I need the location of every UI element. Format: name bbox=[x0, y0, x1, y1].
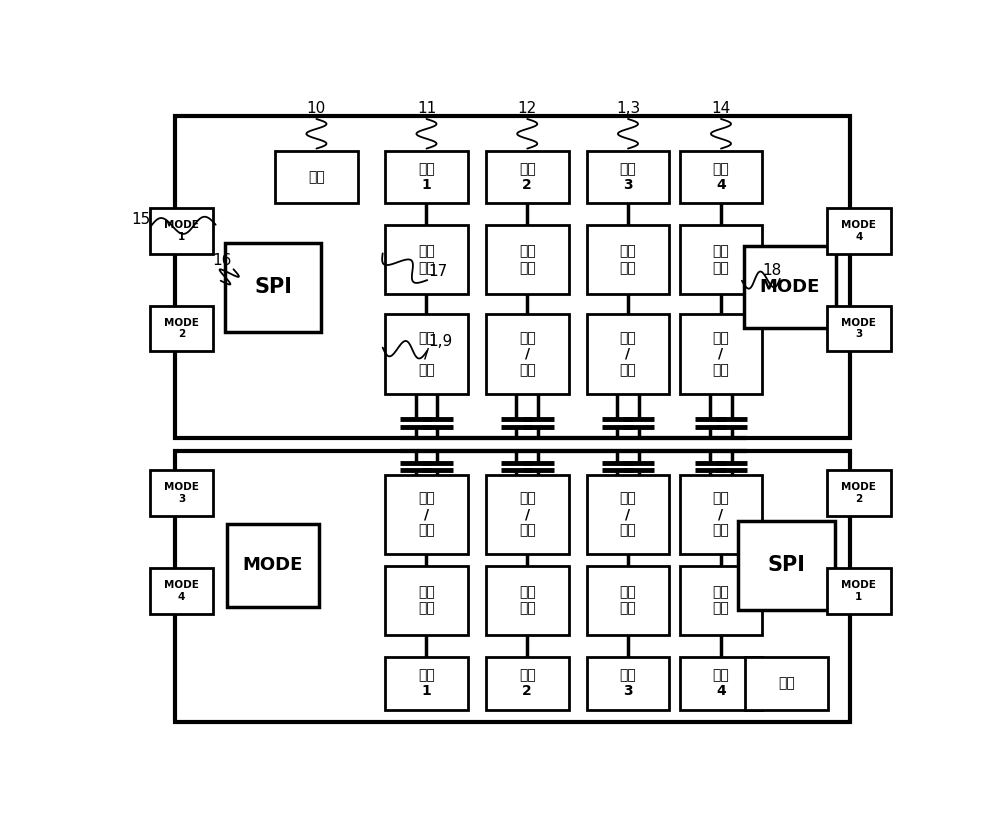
Text: SPI: SPI bbox=[768, 556, 806, 576]
Bar bbox=[738, 521, 835, 610]
Bar bbox=[385, 151, 468, 203]
Bar bbox=[587, 151, 669, 203]
Text: 输出
驱动: 输出 驱动 bbox=[418, 586, 435, 615]
Text: 11: 11 bbox=[417, 101, 436, 116]
Text: 通道
1: 通道 1 bbox=[418, 162, 435, 192]
Bar bbox=[486, 475, 569, 554]
Text: MODE
3: MODE 3 bbox=[841, 318, 876, 339]
Bar bbox=[385, 314, 468, 394]
Text: 1,3: 1,3 bbox=[616, 101, 640, 116]
Bar bbox=[150, 470, 213, 516]
Bar bbox=[827, 568, 891, 614]
Bar bbox=[745, 657, 828, 710]
Bar bbox=[275, 151, 358, 203]
Text: 发送
/
接收: 发送 / 接收 bbox=[418, 491, 435, 538]
Bar bbox=[587, 225, 669, 294]
Bar bbox=[175, 117, 850, 438]
Bar bbox=[587, 566, 669, 635]
Text: 接收
/
发送: 接收 / 发送 bbox=[713, 331, 729, 377]
Text: 使能: 使能 bbox=[778, 676, 795, 691]
Bar bbox=[587, 314, 669, 394]
Text: 接收
/
发送: 接收 / 发送 bbox=[620, 331, 636, 377]
Bar bbox=[225, 242, 321, 332]
Text: MODE
4: MODE 4 bbox=[841, 220, 876, 241]
Text: 通道
1: 通道 1 bbox=[418, 668, 435, 698]
Text: 发送
/
接收: 发送 / 接收 bbox=[519, 491, 536, 538]
Bar bbox=[827, 470, 891, 516]
Text: 使能: 使能 bbox=[308, 170, 325, 184]
Text: 输出
驱动: 输出 驱动 bbox=[713, 245, 729, 275]
Text: 通道
4: 通道 4 bbox=[713, 668, 729, 698]
Text: 16: 16 bbox=[212, 253, 232, 268]
Text: 12: 12 bbox=[518, 101, 537, 116]
Text: MODE: MODE bbox=[760, 278, 820, 296]
Bar bbox=[680, 657, 762, 710]
Text: 输出
驱动: 输出 驱动 bbox=[418, 245, 435, 275]
Bar bbox=[486, 566, 569, 635]
Bar bbox=[385, 475, 468, 554]
Bar bbox=[827, 305, 891, 351]
Bar bbox=[486, 151, 569, 203]
Bar bbox=[385, 657, 468, 710]
Text: SPI: SPI bbox=[254, 277, 292, 297]
Text: MODE
2: MODE 2 bbox=[841, 482, 876, 504]
Bar bbox=[486, 657, 569, 710]
Bar bbox=[680, 151, 762, 203]
Text: 输出
驱动: 输出 驱动 bbox=[519, 245, 536, 275]
Text: 14: 14 bbox=[711, 101, 731, 116]
Bar bbox=[150, 208, 213, 254]
Text: MODE: MODE bbox=[243, 557, 303, 575]
Bar bbox=[680, 314, 762, 394]
Bar bbox=[385, 225, 468, 294]
Text: MODE
1: MODE 1 bbox=[164, 220, 199, 241]
Text: 10: 10 bbox=[307, 101, 326, 116]
Bar bbox=[150, 568, 213, 614]
Text: 输出
驱动: 输出 驱动 bbox=[713, 586, 729, 615]
Bar bbox=[680, 475, 762, 554]
Text: MODE
4: MODE 4 bbox=[164, 580, 199, 601]
Text: 17: 17 bbox=[429, 264, 448, 279]
Text: 15: 15 bbox=[131, 212, 150, 227]
Text: 接收
/
发送: 接收 / 发送 bbox=[519, 331, 536, 377]
Bar bbox=[150, 305, 213, 351]
Text: 通道
4: 通道 4 bbox=[713, 162, 729, 192]
Text: 发送
/
接收: 发送 / 接收 bbox=[620, 491, 636, 538]
Bar bbox=[587, 657, 669, 710]
Text: 18: 18 bbox=[763, 262, 782, 278]
Bar bbox=[680, 225, 762, 294]
Text: 通道
3: 通道 3 bbox=[620, 162, 636, 192]
Bar bbox=[227, 524, 319, 607]
Text: 输出
驱动: 输出 驱动 bbox=[620, 245, 636, 275]
Bar bbox=[827, 208, 891, 254]
Bar bbox=[680, 566, 762, 635]
Bar bbox=[744, 246, 836, 328]
Text: MODE
2: MODE 2 bbox=[164, 318, 199, 339]
Text: 输出
驱动: 输出 驱动 bbox=[620, 586, 636, 615]
Text: MODE
1: MODE 1 bbox=[841, 580, 876, 601]
Text: 输出
驱动: 输出 驱动 bbox=[519, 586, 536, 615]
Bar bbox=[486, 225, 569, 294]
Text: 1,9: 1,9 bbox=[429, 334, 453, 350]
Text: 通道
3: 通道 3 bbox=[620, 668, 636, 698]
Text: MODE
3: MODE 3 bbox=[164, 482, 199, 504]
Text: 发送
/
接收: 发送 / 接收 bbox=[713, 491, 729, 538]
Bar bbox=[385, 566, 468, 635]
Text: 接收
/
发送: 接收 / 发送 bbox=[418, 331, 435, 377]
Bar bbox=[587, 475, 669, 554]
Bar bbox=[175, 452, 850, 722]
Text: 通道
2: 通道 2 bbox=[519, 668, 536, 698]
Bar bbox=[486, 314, 569, 394]
Text: 通道
2: 通道 2 bbox=[519, 162, 536, 192]
